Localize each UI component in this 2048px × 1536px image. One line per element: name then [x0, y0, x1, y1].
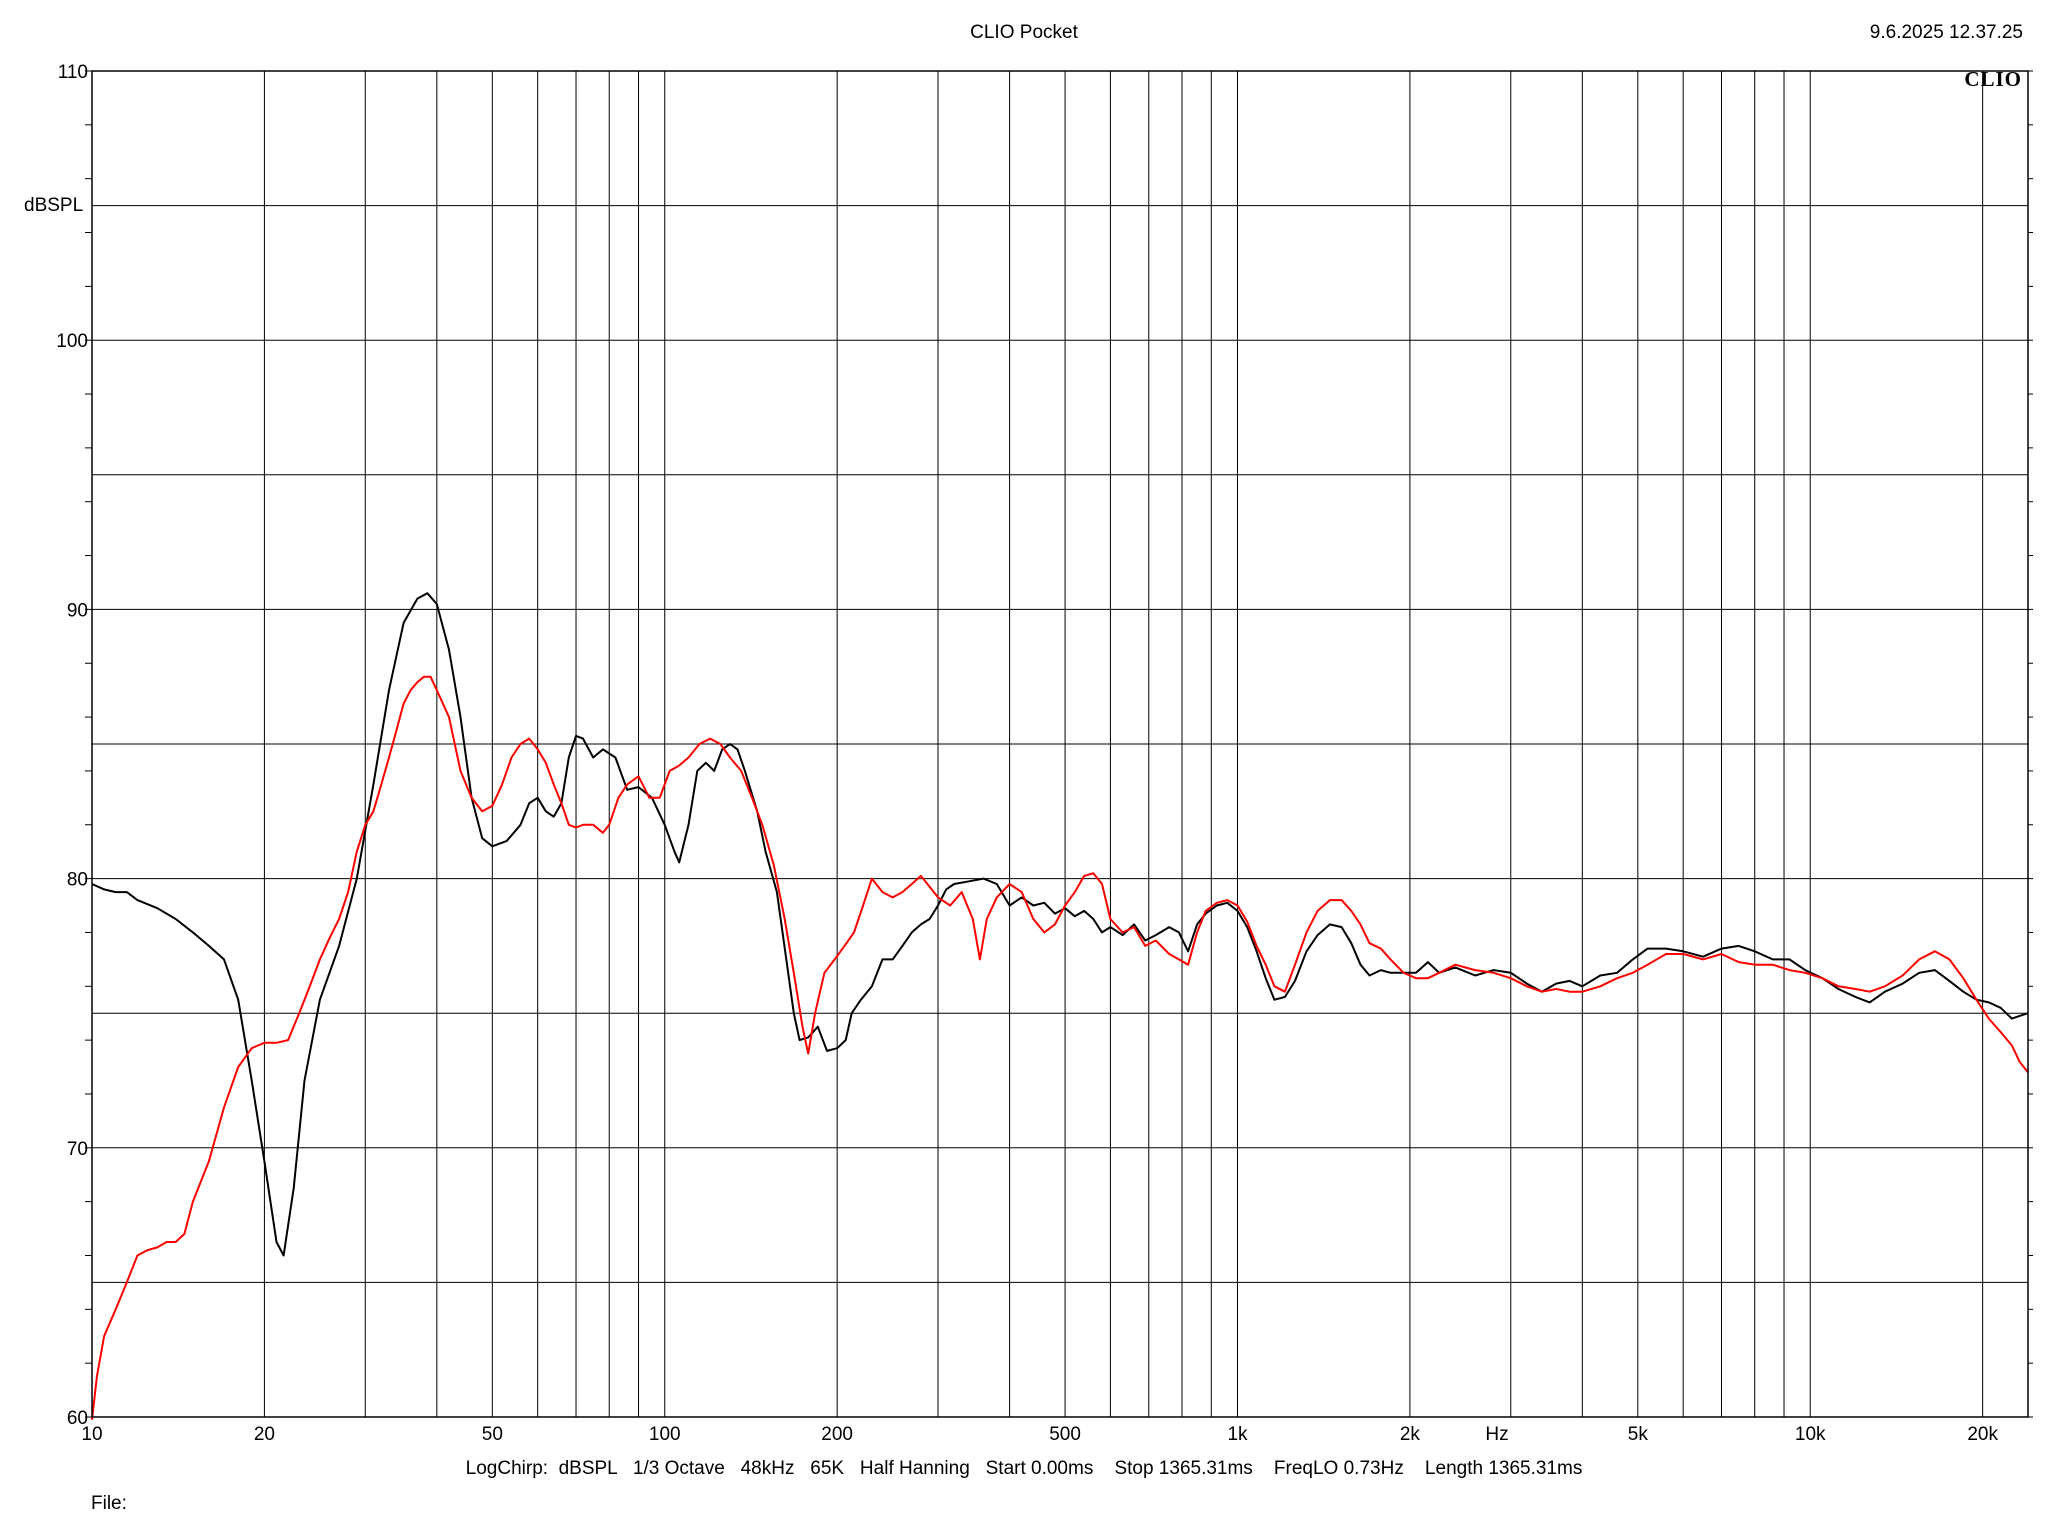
- y-tick-label: 60: [67, 1408, 88, 1429]
- y-tick-label: 70: [67, 1139, 88, 1160]
- y-axis-ticks: 60 70 80 90 100 110: [56, 62, 88, 1429]
- y-tick-label: 80: [67, 870, 88, 891]
- x-axis-ticks: 10 20 50 100 200 500 1k 2k 5k 10k 20k: [81, 1424, 1998, 1445]
- x-tick-label: 500: [1049, 1424, 1081, 1445]
- file-label: File:: [91, 1493, 127, 1514]
- x-tick-label: 10: [81, 1424, 102, 1445]
- series-layer: [91, 592, 2029, 1420]
- clio-logo: CLIO: [1964, 67, 2022, 91]
- x-tick-label: 20k: [1967, 1424, 1998, 1445]
- series-line-red: [91, 675, 2029, 1420]
- x-tick-label: 100: [649, 1424, 681, 1445]
- y-tick-label: 90: [67, 600, 88, 621]
- y-tick-label: 110: [58, 62, 88, 83]
- grid: [85, 70, 2033, 1418]
- x-tick-label: 2k: [1400, 1424, 1421, 1445]
- x-tick-label: 200: [821, 1424, 853, 1445]
- y-axis-label: dBSPL: [24, 195, 83, 216]
- chart-title: CLIO Pocket: [970, 22, 1078, 43]
- y-tick-label: 100: [56, 331, 88, 352]
- x-tick-label: 5k: [1628, 1424, 1649, 1445]
- timestamp: 9.6.2025 12.37.25: [1869, 22, 2023, 43]
- x-axis-label: Hz: [1485, 1424, 1508, 1445]
- x-tick-label: 50: [482, 1424, 503, 1445]
- x-tick-label: 20: [254, 1424, 275, 1445]
- x-tick-label: 1k: [1227, 1424, 1248, 1445]
- plot-frame: [91, 70, 2029, 1418]
- x-tick-label: 10k: [1795, 1424, 1826, 1445]
- series-line-black: [91, 592, 2029, 1257]
- measurement-settings: LogChirp: dBSPL 1/3 Octave 48kHz 65K Hal…: [465, 1458, 1583, 1479]
